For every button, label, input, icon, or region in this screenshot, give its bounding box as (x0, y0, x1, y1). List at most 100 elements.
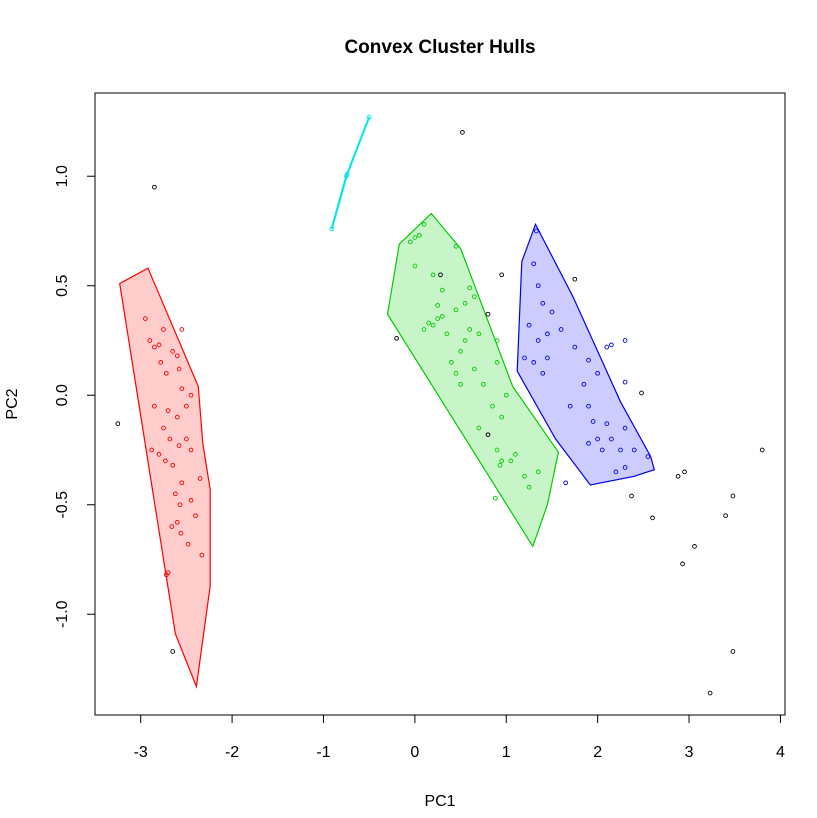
hull-red (119, 267, 211, 689)
point-noise (692, 544, 697, 549)
point-blue (586, 441, 591, 446)
point-red (177, 502, 183, 508)
point-blue (604, 344, 610, 350)
point-noise (115, 421, 121, 427)
hull-blue (516, 222, 656, 486)
point-noise (170, 649, 176, 654)
point-red (156, 452, 162, 457)
point-green (439, 314, 445, 319)
point-green (458, 381, 463, 387)
point-blue (622, 338, 628, 343)
hull-green (386, 212, 560, 548)
point-red (152, 344, 157, 350)
point-cyan (344, 171, 350, 177)
point-noise (730, 649, 736, 654)
point-noise (460, 130, 465, 135)
point-green (467, 285, 473, 291)
point-blue (526, 322, 532, 328)
point-green (481, 381, 486, 387)
point-red (178, 530, 184, 536)
point-blue (535, 283, 541, 289)
point-green (421, 222, 427, 227)
point-green (453, 307, 459, 313)
x-tick-label: 1 (502, 744, 511, 761)
point-green (462, 300, 468, 306)
y-tick-label: -0.5 (54, 491, 71, 519)
point-green (407, 239, 413, 245)
point-cyan (343, 173, 349, 179)
point-green (467, 327, 473, 332)
point-noise (639, 390, 644, 396)
point-noise (485, 432, 491, 438)
point-noise (438, 272, 443, 278)
y-tick-label: -1.0 (54, 600, 71, 628)
point-green (430, 272, 436, 278)
point-green (499, 414, 505, 420)
y-axis: -1.0 -0.5 0.0 0.5 1.0 (54, 165, 96, 628)
point-green (412, 263, 418, 269)
point-blue (563, 480, 569, 486)
point-red (170, 462, 176, 468)
point-noise (572, 276, 578, 282)
point-red (188, 392, 194, 398)
point-red (163, 458, 168, 464)
point-green (426, 320, 431, 326)
point-blue (545, 331, 550, 337)
point-red (165, 570, 171, 575)
point-green (490, 403, 495, 409)
point-red (163, 370, 169, 376)
point-red (176, 366, 182, 372)
x-tick-label: 4 (776, 744, 785, 761)
point-green (421, 327, 427, 332)
point-noise (485, 311, 491, 317)
point-noise (499, 272, 505, 278)
point-green (453, 370, 459, 376)
x-tick-label: 3 (685, 744, 694, 761)
point-green (462, 338, 468, 343)
point-green (476, 331, 482, 337)
point-red (176, 443, 182, 448)
x-axis: -3 -2 -1 0 1 2 3 4 (134, 714, 785, 761)
point-green (494, 338, 500, 343)
point-red (179, 386, 185, 392)
point-green (430, 322, 436, 328)
point-blue (595, 436, 600, 442)
point-red (193, 513, 198, 519)
x-axis-label: PC1 (424, 793, 455, 810)
point-red (161, 425, 166, 431)
point-noise (394, 335, 399, 341)
point-green (535, 469, 541, 475)
point-green (522, 473, 527, 479)
point-red (197, 476, 203, 481)
point-blue (572, 344, 578, 350)
point-red (174, 519, 180, 525)
point-blue (540, 300, 546, 306)
point-red (169, 524, 175, 529)
point-green (439, 287, 445, 293)
point-noise (682, 469, 687, 475)
x-tick-label: -1 (316, 744, 330, 761)
y-tick-label: 1.0 (54, 165, 71, 187)
point-blue (531, 261, 537, 267)
point-red (152, 403, 157, 409)
point-noise (759, 447, 765, 453)
point-blue (631, 447, 637, 453)
point-noise (650, 515, 655, 521)
point-green (513, 452, 518, 457)
point-red (179, 480, 185, 486)
point-blue (586, 357, 591, 363)
point-cyan (329, 226, 335, 232)
point-blue (609, 342, 614, 348)
chart-title: Convex Cluster Hulls (344, 37, 535, 58)
point-green (471, 294, 477, 300)
point-green (435, 316, 441, 321)
point-green (494, 447, 500, 453)
point-blue (622, 425, 628, 431)
point-blue (549, 309, 555, 315)
point-green (449, 360, 454, 365)
point-red (149, 447, 155, 453)
x-tick-label: -3 (134, 744, 148, 761)
point-red (185, 541, 191, 547)
point-blue (595, 370, 600, 376)
point-noise (707, 690, 713, 696)
